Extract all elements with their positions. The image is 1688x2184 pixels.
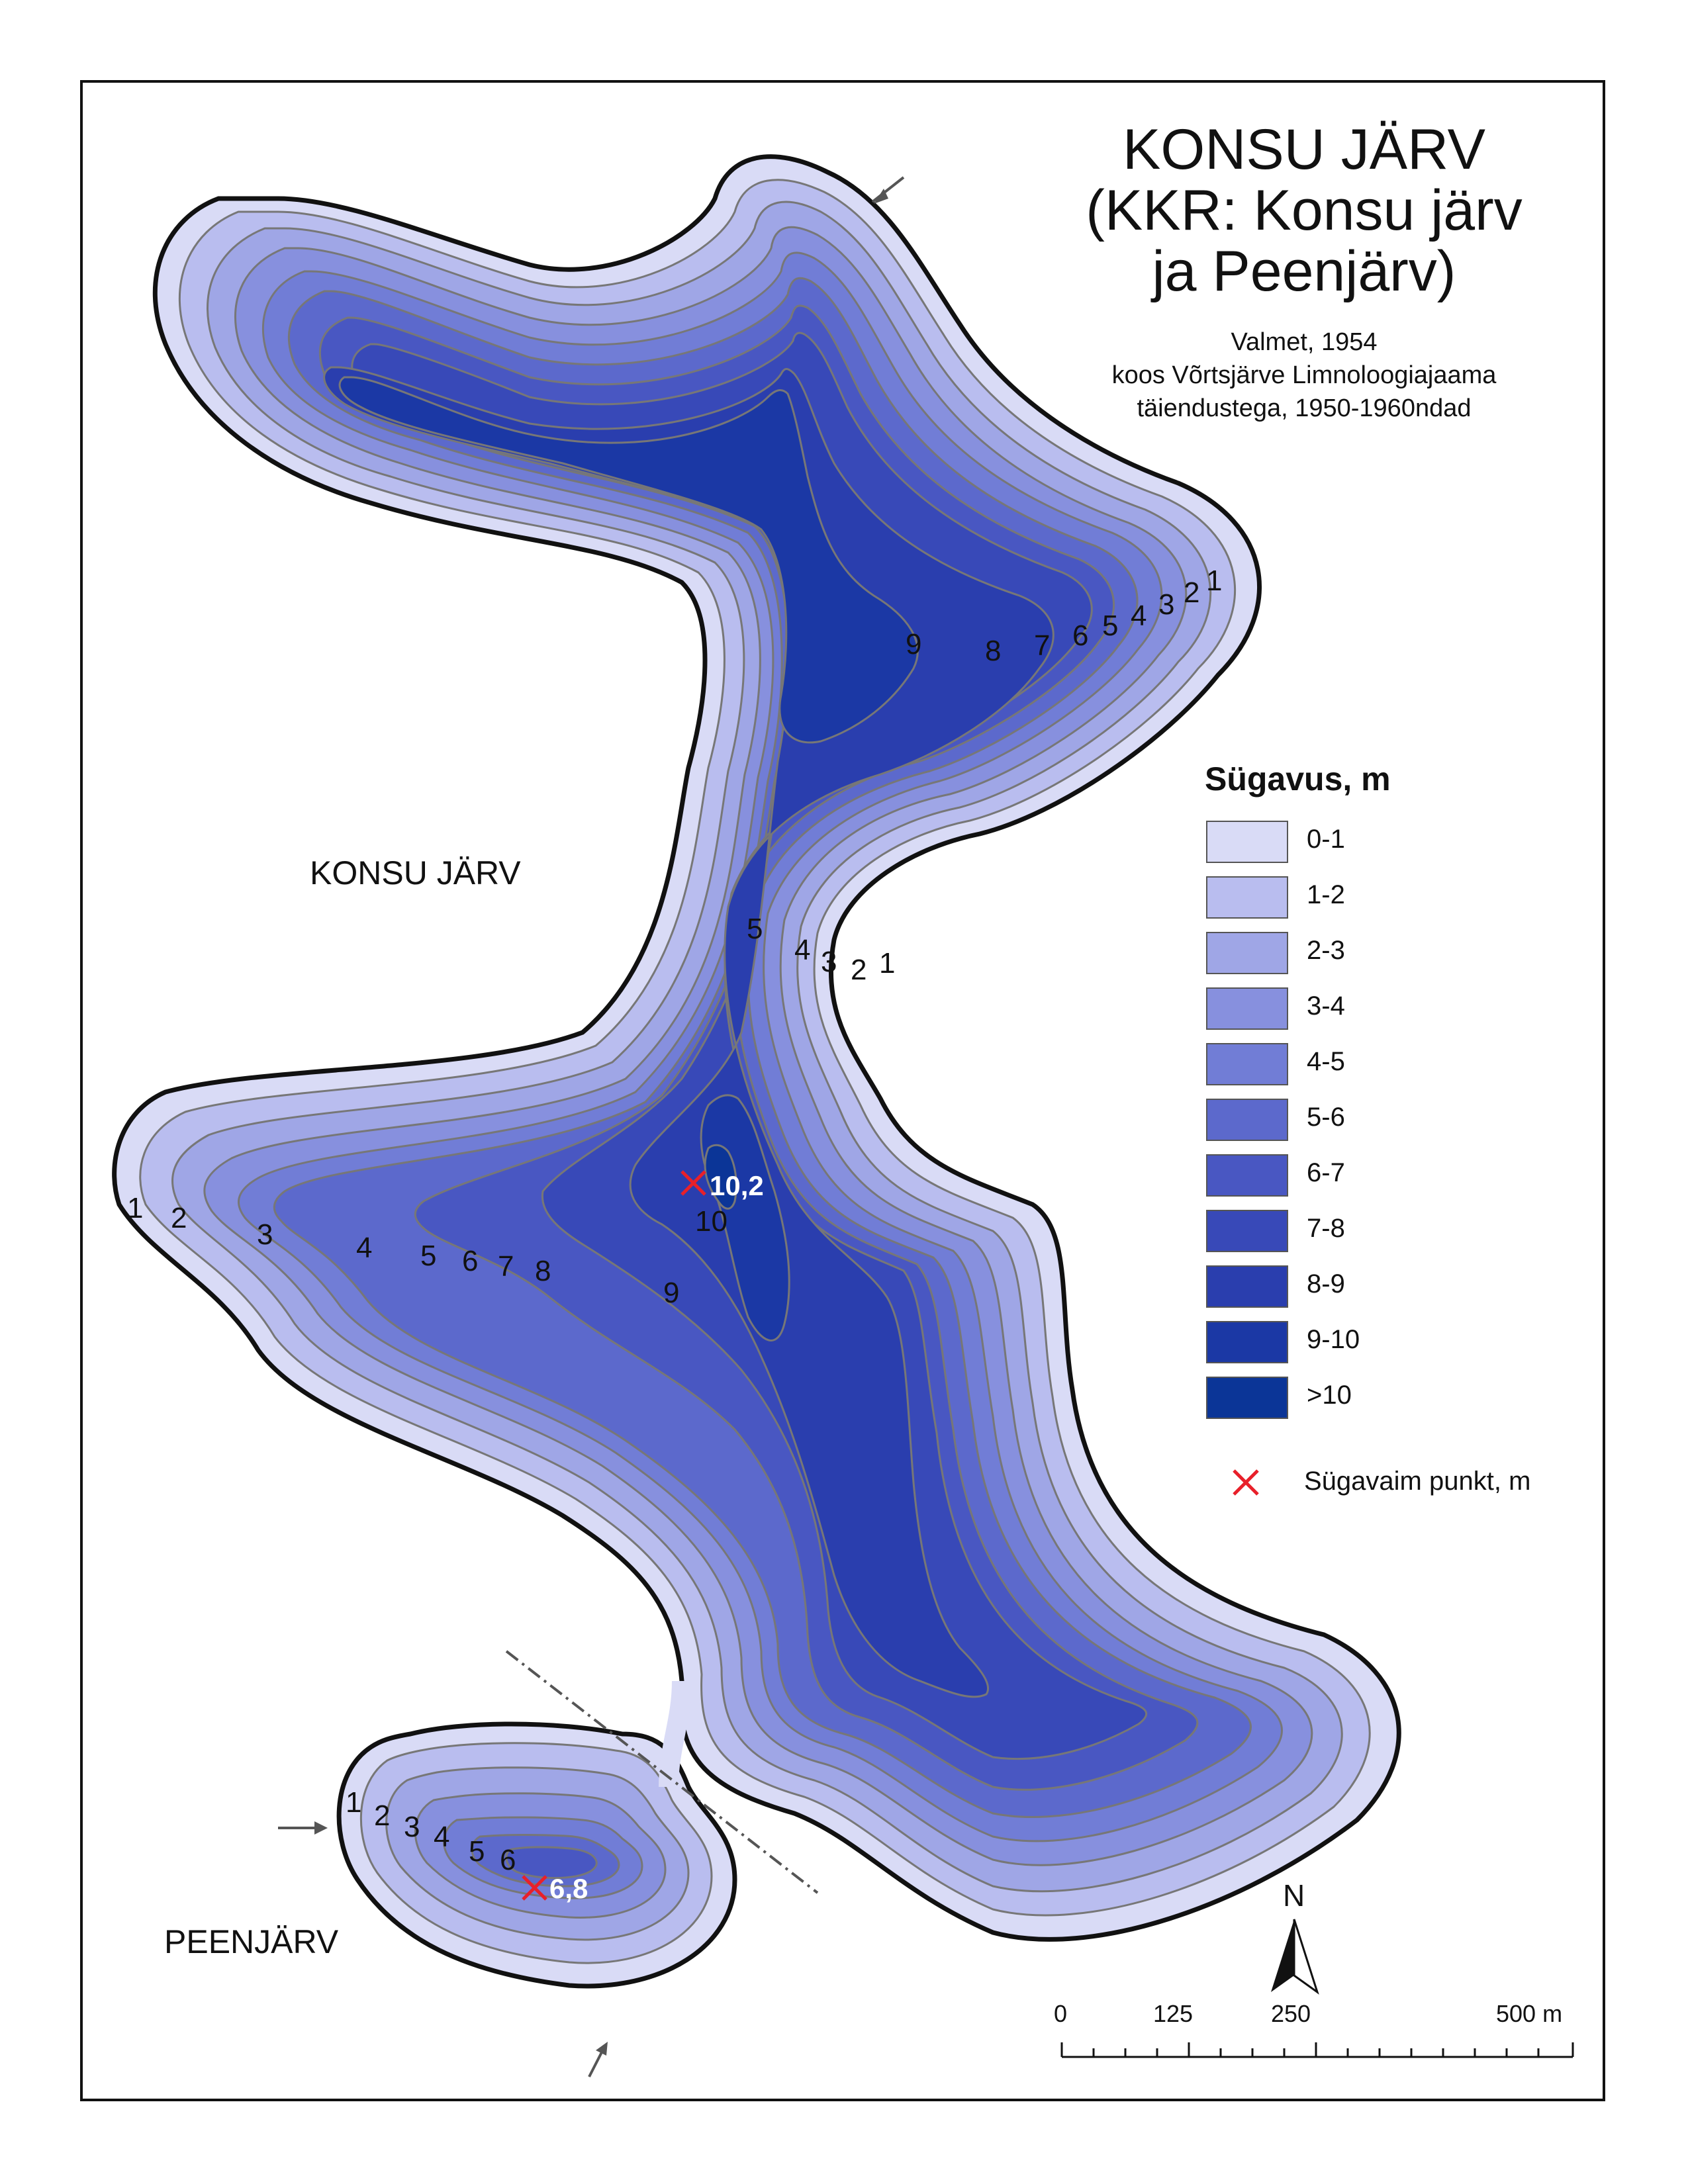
legend-label: 9-10: [1307, 1325, 1360, 1354]
connecting-channel: [659, 1680, 692, 1788]
contour-label: 8: [985, 635, 1001, 667]
contour-label: 7: [498, 1250, 514, 1283]
legend-swatch: [1206, 1043, 1288, 1085]
legend-label: 2-3: [1307, 936, 1345, 965]
contour-label: 5: [469, 1835, 485, 1868]
contour-label: 5: [1102, 610, 1118, 642]
legend-label: 8-9: [1307, 1269, 1345, 1298]
contour-label: 9: [663, 1277, 679, 1309]
contour-label: 3: [1158, 588, 1174, 621]
contour-label: 1: [879, 947, 895, 979]
flow-arrow-peen-west: [278, 1821, 328, 1835]
subtitle-line1: Valmet, 1954: [1231, 328, 1378, 356]
deepest-value-peen: 6,8: [549, 1873, 588, 1904]
north-arrow: N: [1271, 1878, 1319, 1995]
contour-label: 6: [500, 1844, 516, 1876]
contour-label: 4: [794, 934, 810, 966]
contour-label: 7: [1034, 629, 1050, 662]
contour-label: 5: [747, 913, 763, 945]
deepest-value-konsu: 10,2: [710, 1170, 764, 1201]
legend-swatch: [1206, 1321, 1288, 1363]
flow-arrow-peen-south: [588, 2042, 608, 2077]
contour-label: 2: [1184, 576, 1199, 609]
map-frame: [80, 80, 1605, 2101]
scale-label-250: 250: [1271, 2000, 1311, 2027]
legend-deepest-label: Sügavaim punkt, m: [1304, 1467, 1531, 1496]
deepest-point-konsu: 10,2: [680, 1170, 764, 1201]
legend-swatch: [1206, 932, 1288, 974]
map-title-line3: ja Peenjärv): [1152, 240, 1456, 303]
legend-label: 6-7: [1307, 1158, 1345, 1187]
legend-swatch: [1206, 1154, 1288, 1197]
depth-band-9-10: [338, 376, 919, 744]
legend-title: Sügavus, m: [1205, 760, 1391, 797]
peen-lake: [339, 1724, 735, 1986]
contour-label: 2: [851, 954, 867, 986]
scale-label-500: 500 m: [1496, 2000, 1563, 2027]
contour-label: 4: [1131, 600, 1147, 632]
legend-label: 0-1: [1307, 825, 1345, 854]
legend-label: 4-5: [1307, 1047, 1345, 1076]
legend-swatch: [1206, 1099, 1288, 1141]
scale-bar: [1060, 2042, 1574, 2058]
depth-band-gt10: [704, 1144, 737, 1210]
lake-name-peen: PEENJÄRV: [164, 1923, 339, 1960]
subtitle-line3: täiendustega, 1950-1960ndad: [1137, 394, 1472, 422]
flow-arrow-ne: [871, 176, 905, 204]
contour-label: 3: [404, 1811, 420, 1843]
contour-label: 1: [1206, 565, 1222, 597]
lake-name-konsu: KONSU JÄRV: [310, 854, 521, 891]
peen-band-6-7: [505, 1846, 598, 1880]
deepest-point-icon: [1233, 1469, 1259, 1496]
boundary-line: [505, 1650, 819, 1894]
contour-label: 1: [346, 1786, 361, 1819]
map-title-line2: (KKR: Konsu järv: [1086, 179, 1523, 242]
contour-label: 1: [127, 1192, 143, 1224]
legend-swatch: [1206, 1210, 1288, 1252]
scale-label-125: 125: [1153, 2000, 1194, 2027]
legend-swatch: [1206, 876, 1288, 919]
contour-label: 8: [535, 1255, 551, 1287]
contour-label: 2: [374, 1799, 390, 1832]
legend-swatch: [1206, 1377, 1288, 1419]
konsu-lake: [115, 157, 1399, 1940]
legend-swatch: [1206, 1265, 1288, 1308]
legend-label: 7-8: [1307, 1214, 1345, 1243]
scale-label-0: 0: [1054, 2000, 1068, 2027]
contour-label: 4: [356, 1232, 372, 1264]
subtitle-line2: koos Võrtsjärve Limnoloogiajaama: [1111, 361, 1497, 389]
contour-label: 3: [257, 1218, 273, 1251]
legend-label: 3-4: [1307, 991, 1345, 1021]
contour-label: 9: [906, 628, 921, 660]
contour-label: 10: [695, 1205, 727, 1238]
legend-label: 1-2: [1307, 880, 1345, 909]
contour-label: 4: [434, 1821, 449, 1853]
contour-label: 3: [821, 946, 837, 978]
contour-label: 2: [171, 1202, 187, 1234]
deepest-point-peen: 6,8: [522, 1873, 588, 1904]
legend-label: >10: [1307, 1381, 1352, 1410]
legend-swatch: [1206, 821, 1288, 863]
contour-label: 6: [1072, 619, 1088, 652]
contour-label: 6: [462, 1245, 478, 1277]
contour-label: 5: [420, 1240, 436, 1272]
map-title-line1: KONSU JÄRV: [1123, 118, 1485, 181]
legend-swatch: [1206, 987, 1288, 1030]
north-arrow-label: N: [1283, 1878, 1305, 1913]
legend-label: 5-6: [1307, 1103, 1345, 1132]
